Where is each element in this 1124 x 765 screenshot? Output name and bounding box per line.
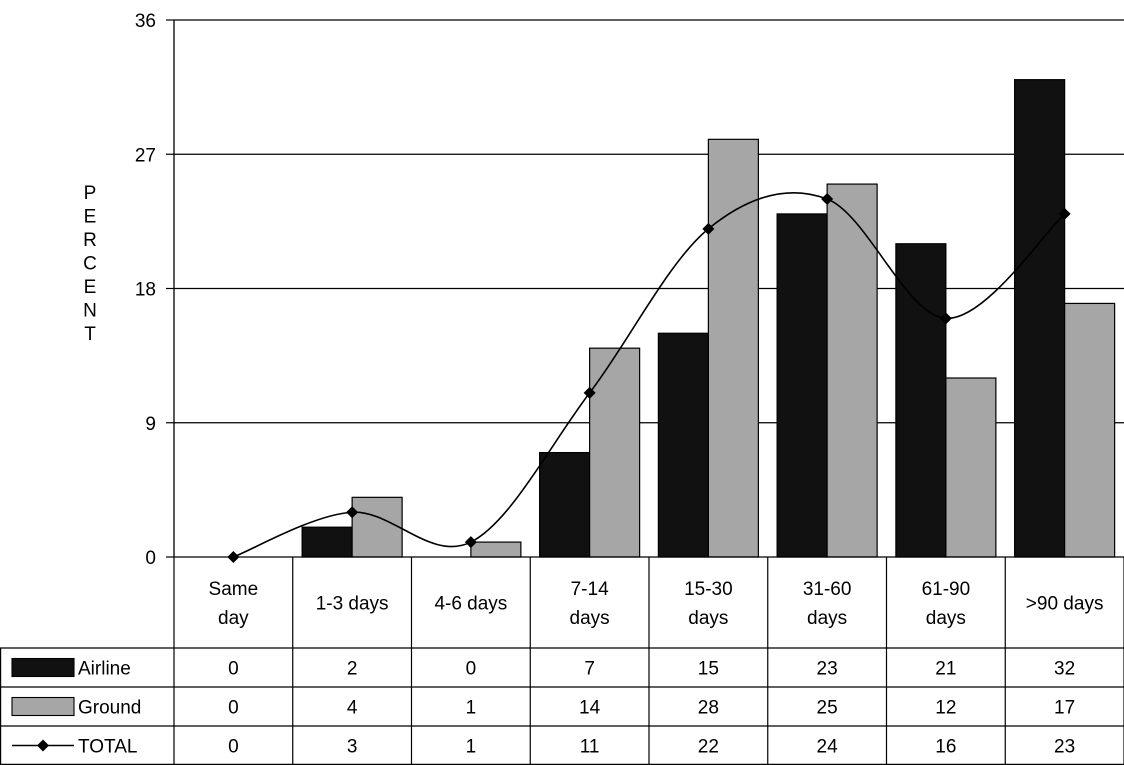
y-tick-label: 36 [135, 11, 156, 32]
category-label: Same [209, 579, 259, 600]
legend-key-total-marker [37, 739, 49, 752]
bar-airline [657, 332, 709, 558]
table-cell-value: 12 [935, 698, 956, 719]
table-cell-value: 7 [584, 659, 595, 680]
legend-key-ground [11, 696, 75, 717]
table-cell-value: 4 [347, 698, 358, 719]
category-label: day [218, 608, 249, 629]
table-cell-value: 14 [579, 698, 601, 719]
table-cell-value: 24 [817, 737, 839, 758]
legend-label-total: TOTAL [78, 737, 137, 758]
legend-label-airline: Airline [78, 659, 131, 680]
total-marker [702, 222, 715, 235]
total-marker [464, 536, 477, 549]
category-label: days [570, 608, 610, 629]
total-marker [346, 506, 359, 519]
bar-ground [470, 541, 522, 558]
category-label: 1-3 days [316, 594, 389, 615]
total-marker [939, 312, 952, 325]
category-label: 61-90 [922, 579, 971, 600]
bar-airline [1014, 79, 1066, 558]
y-axis-label-letter: N [83, 301, 97, 322]
y-axis-label-letter: E [84, 277, 97, 298]
total-line-path [233, 192, 1066, 558]
y-axis-label-letter: C [83, 254, 97, 275]
bar-airline [301, 526, 353, 558]
bar-ground [589, 347, 641, 558]
table-cell-value: 16 [935, 737, 956, 758]
legend-key-airline [11, 657, 75, 678]
table-cell-value: 2 [347, 659, 358, 680]
category-label: 31-60 [803, 579, 852, 600]
category-label: 4-6 days [434, 594, 507, 615]
table-cell-value: 17 [1054, 698, 1075, 719]
bars [301, 79, 1116, 558]
table-cell-value: 11 [580, 737, 600, 758]
total-line [227, 192, 1071, 563]
y-axis-label-letter: P [84, 183, 97, 204]
total-marker [583, 386, 596, 399]
table-cell-value: 0 [466, 659, 477, 680]
y-tick-label: 18 [135, 280, 156, 301]
table-cell-value: 0 [228, 659, 239, 680]
table-cell-value: 25 [817, 698, 838, 719]
bar-airline [895, 243, 947, 558]
table-cell-value: 1 [466, 737, 477, 758]
y-axis-label-letter: T [84, 324, 96, 345]
table-cell-value: 28 [698, 698, 719, 719]
y-tick-label: 0 [145, 548, 156, 569]
bar-ground [351, 496, 403, 558]
y-axis-label-letter: E [84, 207, 97, 228]
y-tick-label: 27 [135, 145, 156, 166]
bar-ground [1064, 302, 1116, 558]
category-label: 7-14 [571, 579, 609, 600]
table-cell-value: 23 [1054, 737, 1075, 758]
table-cell-value: 21 [935, 659, 956, 680]
category-label: days [688, 608, 728, 629]
y-axis-label-letter: R [83, 230, 97, 251]
total-marker [821, 193, 834, 205]
data-table: Same day 1-3 days 4-6 days 7-14 days 15-30 days… [0, 557, 1124, 765]
table-cell-value: 15 [698, 659, 719, 680]
bar-ground [707, 138, 759, 558]
category-label: days [926, 608, 966, 629]
table-cell-value: 32 [1054, 659, 1075, 680]
table-cell-value: 22 [698, 737, 719, 758]
category-label: days [807, 608, 847, 629]
y-tick-label: 9 [145, 414, 156, 435]
y-axis-ticks: 0 9 18 27 36 [135, 11, 174, 569]
table-cell-value: 3 [347, 737, 358, 758]
table-cell-value: 23 [817, 659, 838, 680]
category-label: 15-30 [684, 579, 733, 600]
table-cell-value: 0 [228, 737, 239, 758]
total-marker [1058, 207, 1071, 220]
bar-airline [776, 213, 828, 558]
category-label: >90 days [1026, 594, 1104, 615]
table-cell-value: 1 [466, 698, 477, 719]
bar-ground [945, 377, 997, 558]
gridlines [174, 19, 1124, 424]
bar-airline [539, 451, 591, 558]
legend-label-ground: Ground [78, 698, 141, 719]
table-cell-value: 0 [228, 698, 239, 719]
